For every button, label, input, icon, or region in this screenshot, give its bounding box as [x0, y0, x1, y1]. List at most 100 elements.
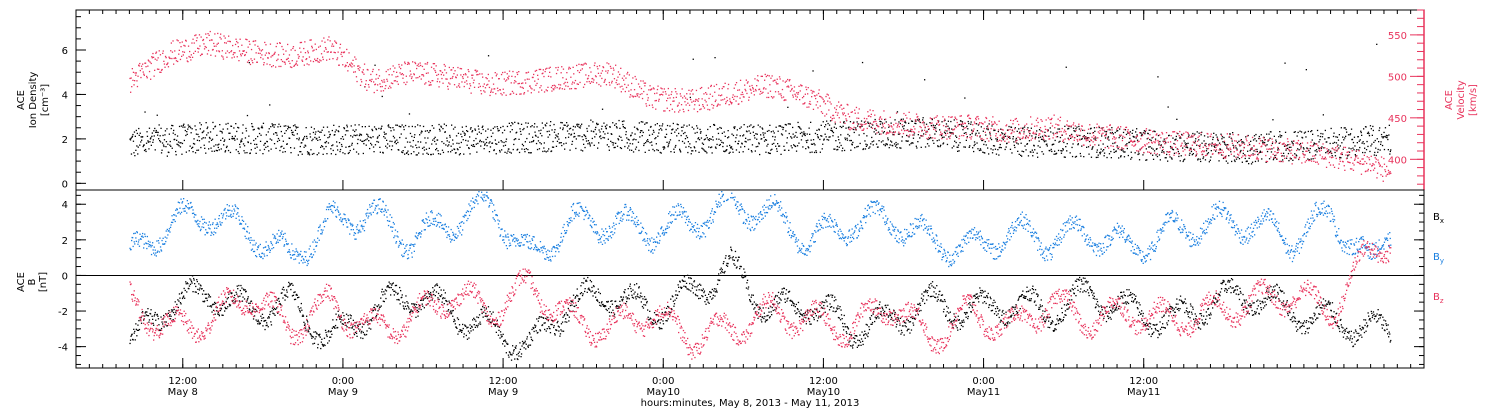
- data-point: [462, 139, 464, 141]
- data-point: [1210, 156, 1212, 158]
- data-point: [173, 57, 175, 60]
- data-point: [591, 137, 593, 140]
- data-point: [485, 138, 487, 141]
- data-point: [1233, 146, 1235, 148]
- data-point: [995, 133, 997, 135]
- data-point: [664, 136, 667, 138]
- data-point: [1211, 143, 1213, 145]
- data-point: [150, 62, 152, 65]
- data-point: [741, 91, 743, 93]
- data-point: [1012, 138, 1014, 140]
- data-point: [253, 40, 255, 42]
- data-point: [1104, 130, 1106, 133]
- data-point: [1129, 134, 1131, 136]
- data-point: [292, 47, 294, 50]
- data-point: [329, 133, 331, 136]
- data-point: [316, 59, 318, 62]
- data-point: [920, 135, 922, 137]
- data-point: [1225, 160, 1227, 162]
- data-point: [1075, 129, 1077, 132]
- data-point: [928, 138, 931, 140]
- data-point: [417, 141, 419, 143]
- data-point: [489, 94, 491, 97]
- data-point: [1197, 158, 1199, 160]
- data-point: [274, 51, 276, 53]
- data-point: [866, 127, 868, 130]
- data-point: [160, 69, 163, 71]
- data-point: [1102, 143, 1104, 145]
- data-point: [177, 141, 180, 143]
- data-point: [697, 137, 700, 139]
- data-point: [1383, 131, 1385, 134]
- data-point: [760, 134, 762, 136]
- data-point: [1195, 154, 1197, 156]
- data-point: [361, 71, 363, 73]
- data-point: [292, 46, 295, 48]
- data-point: [715, 138, 718, 140]
- data-point: [692, 93, 694, 95]
- data-point: [1344, 169, 1346, 171]
- data-point: [363, 63, 366, 65]
- data-point: [1303, 132, 1306, 134]
- data-point: [970, 138, 972, 140]
- data-point: [1299, 144, 1301, 146]
- data-point: [214, 55, 217, 57]
- data-point: [1311, 139, 1313, 141]
- data-point: [505, 140, 507, 143]
- data-point: [991, 125, 993, 127]
- data-point: [566, 130, 569, 132]
- data-point: [272, 125, 274, 127]
- data-point: [1047, 117, 1050, 119]
- data-point: [1278, 142, 1280, 144]
- data-point: [504, 80, 507, 82]
- data-point: [962, 123, 964, 125]
- data-point: [630, 134, 632, 136]
- data-point: [1058, 131, 1060, 133]
- data-point: [214, 125, 217, 127]
- data-point: [1245, 155, 1247, 157]
- data-point: [1274, 142, 1277, 144]
- data-point: [1297, 148, 1299, 150]
- data-point: [1013, 131, 1015, 133]
- data-point: [1285, 149, 1287, 151]
- data-point: [602, 66, 605, 69]
- data-point: [975, 123, 978, 125]
- data-point: [289, 62, 291, 65]
- data-point: [1172, 137, 1174, 139]
- data-point: [317, 61, 319, 63]
- data-point: [340, 53, 342, 55]
- data-point: [1202, 156, 1205, 158]
- data-point: [484, 144, 486, 146]
- data-point: [707, 108, 709, 111]
- data-point: [1058, 141, 1060, 143]
- data-point: [626, 142, 628, 144]
- data-point: [1145, 129, 1147, 132]
- data-point: [679, 93, 681, 95]
- data-point: [750, 124, 752, 126]
- data-point: [136, 80, 138, 82]
- data-point: [886, 143, 888, 145]
- data-point: [1003, 137, 1005, 139]
- data-point: [421, 147, 424, 149]
- data-point: [553, 89, 555, 91]
- data-point: [451, 149, 453, 151]
- data-point: [944, 118, 946, 120]
- data-point: [799, 99, 801, 101]
- data-point: [351, 63, 354, 65]
- data-point: [626, 73, 628, 75]
- data-point: [220, 148, 222, 150]
- data-point: [268, 52, 270, 54]
- data-point: [980, 122, 982, 124]
- data-point: [1199, 158, 1201, 160]
- data-point: [535, 142, 538, 145]
- data-point: [188, 55, 190, 58]
- data-point: [665, 128, 667, 131]
- data-point: [440, 126, 443, 128]
- data-point: [676, 93, 678, 95]
- data-point: [957, 144, 960, 146]
- data-point: [812, 108, 815, 110]
- data-point: [902, 126, 904, 128]
- data-point: [1291, 142, 1293, 144]
- data-point: [734, 84, 737, 86]
- data-point: [910, 142, 912, 145]
